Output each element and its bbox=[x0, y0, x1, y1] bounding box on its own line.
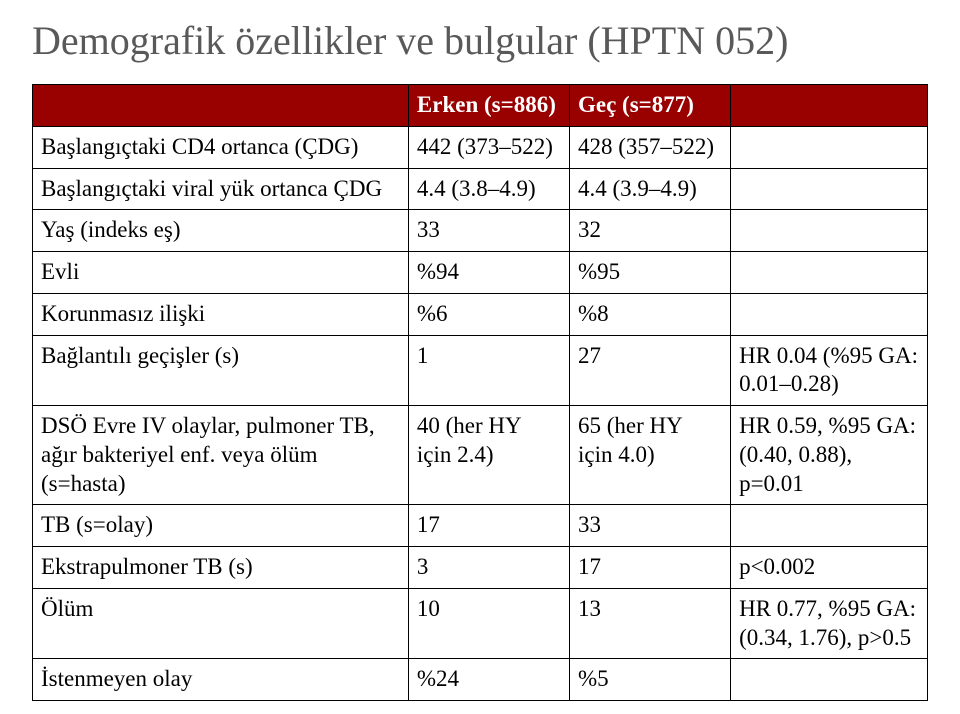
cell-label: Yaş (indeks eş) bbox=[33, 210, 409, 252]
table-row: İstenmeyen olay %24 %5 bbox=[33, 659, 928, 701]
data-table: Erken (s=886) Geç (s=877) Başlangıçtaki … bbox=[32, 84, 928, 701]
cell-stat bbox=[731, 505, 928, 547]
page-title: Demografik özellikler ve bulgular (HPTN … bbox=[32, 18, 928, 64]
cell-stat bbox=[731, 252, 928, 294]
cell-late: 65 (her HY için 4.0) bbox=[569, 406, 730, 505]
cell-stat: p<0.002 bbox=[731, 547, 928, 589]
cell-early: %24 bbox=[408, 659, 569, 701]
table-row: Bağlantılı geçişler (s) 1 27 HR 0.04 (%9… bbox=[33, 335, 928, 406]
cell-early: 40 (her HY için 2.4) bbox=[408, 406, 569, 505]
cell-stat bbox=[731, 168, 928, 210]
table-body: Başlangıçtaki CD4 ortanca (ÇDG) 442 (373… bbox=[33, 126, 928, 700]
cell-label: Korunmasız ilişki bbox=[33, 293, 409, 335]
cell-stat bbox=[731, 659, 928, 701]
cell-label: Evli bbox=[33, 252, 409, 294]
cell-label: İstenmeyen olay bbox=[33, 659, 409, 701]
cell-early: 17 bbox=[408, 505, 569, 547]
cell-early: 3 bbox=[408, 547, 569, 589]
cell-early: 442 (373–522) bbox=[408, 126, 569, 168]
cell-stat bbox=[731, 293, 928, 335]
cell-label: DSÖ Evre IV olaylar, pulmoner TB, ağır b… bbox=[33, 406, 409, 505]
header-cell-early: Erken (s=886) bbox=[408, 85, 569, 127]
cell-early: 1 bbox=[408, 335, 569, 406]
table-row: TB (s=olay) 17 33 bbox=[33, 505, 928, 547]
cell-label: Bağlantılı geçişler (s) bbox=[33, 335, 409, 406]
cell-late: 27 bbox=[569, 335, 730, 406]
table-row: Yaş (indeks eş) 33 32 bbox=[33, 210, 928, 252]
cell-early: 4.4 (3.8–4.9) bbox=[408, 168, 569, 210]
table-header: Erken (s=886) Geç (s=877) bbox=[33, 85, 928, 127]
cell-late: %95 bbox=[569, 252, 730, 294]
cell-stat bbox=[731, 126, 928, 168]
cell-stat: HR 0.59, %95 GA: (0.40, 0.88), p=0.01 bbox=[731, 406, 928, 505]
cell-label: Ekstrapulmoner TB (s) bbox=[33, 547, 409, 589]
cell-stat: HR 0.04 (%95 GA: 0.01–0.28) bbox=[731, 335, 928, 406]
table-row: Başlangıçtaki CD4 ortanca (ÇDG) 442 (373… bbox=[33, 126, 928, 168]
cell-label: TB (s=olay) bbox=[33, 505, 409, 547]
cell-late: 13 bbox=[569, 588, 730, 659]
table-row: Ölüm 10 13 HR 0.77, %95 GA: (0.34, 1.76)… bbox=[33, 588, 928, 659]
header-cell-late: Geç (s=877) bbox=[569, 85, 730, 127]
cell-label: Başlangıçtaki CD4 ortanca (ÇDG) bbox=[33, 126, 409, 168]
header-cell-empty bbox=[33, 85, 409, 127]
table-row: DSÖ Evre IV olaylar, pulmoner TB, ağır b… bbox=[33, 406, 928, 505]
table-row: Evli %94 %95 bbox=[33, 252, 928, 294]
cell-early: %94 bbox=[408, 252, 569, 294]
cell-stat: HR 0.77, %95 GA: (0.34, 1.76), p>0.5 bbox=[731, 588, 928, 659]
cell-late: %5 bbox=[569, 659, 730, 701]
cell-late: 428 (357–522) bbox=[569, 126, 730, 168]
cell-late: %8 bbox=[569, 293, 730, 335]
cell-early: %6 bbox=[408, 293, 569, 335]
table-row: Ekstrapulmoner TB (s) 3 17 p<0.002 bbox=[33, 547, 928, 589]
cell-stat bbox=[731, 210, 928, 252]
table-row: Başlangıçtaki viral yük ortanca ÇDG 4.4 … bbox=[33, 168, 928, 210]
slide: Demografik özellikler ve bulgular (HPTN … bbox=[0, 0, 960, 714]
table-row: Korunmasız ilişki %6 %8 bbox=[33, 293, 928, 335]
cell-early: 10 bbox=[408, 588, 569, 659]
header-cell-stats bbox=[731, 85, 928, 127]
cell-label: Başlangıçtaki viral yük ortanca ÇDG bbox=[33, 168, 409, 210]
cell-label: Ölüm bbox=[33, 588, 409, 659]
cell-late: 17 bbox=[569, 547, 730, 589]
cell-early: 33 bbox=[408, 210, 569, 252]
cell-late: 4.4 (3.9–4.9) bbox=[569, 168, 730, 210]
cell-late: 33 bbox=[569, 505, 730, 547]
cell-late: 32 bbox=[569, 210, 730, 252]
